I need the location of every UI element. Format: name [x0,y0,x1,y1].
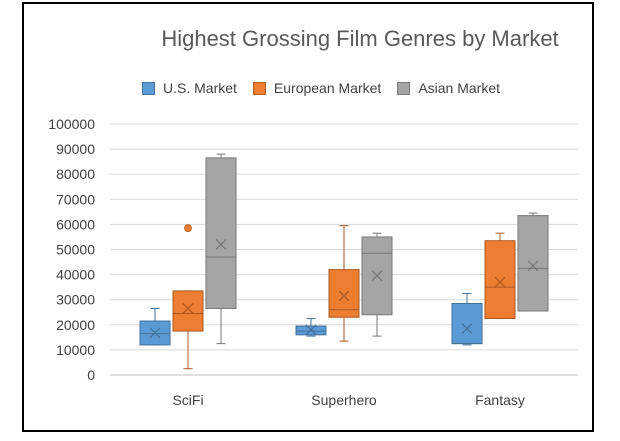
legend-swatch-us [142,81,155,95]
mean-marker [527,260,539,272]
y-tick-label: 70000 [56,191,95,207]
y-tick-label: 90000 [56,141,95,157]
y-tick-label: 50000 [56,242,95,258]
mean-marker [371,270,383,282]
legend-label-us: U.S. Market [163,80,237,96]
legend-label-european: European Market [273,80,382,96]
y-tick-label: 30000 [56,292,95,308]
outlier-point [184,224,192,233]
y-tick-label: 80000 [56,166,95,182]
y-tick-label: 10000 [56,342,95,358]
legend-item-us: U.S. Market [142,80,237,96]
x-tick-label: Superhero [311,392,377,408]
y-tick-label: 20000 [56,317,95,333]
y-tick-label: 0 [87,367,95,383]
mean-marker [338,290,350,302]
legend-item-asian: Asian Market [397,80,500,96]
mean-marker [494,276,506,288]
mean-marker [305,324,317,336]
legend-item-european: European Market [252,80,382,96]
x-tick-label: SciFi [172,392,203,408]
mean-marker [182,303,194,314]
mean-marker [149,327,161,339]
y-tick-label: 40000 [56,267,95,283]
y-tick-label: 100000 [48,116,95,132]
chart-title: Highest Grossing Film Genres by Market [161,26,559,51]
box [205,157,237,309]
x-tick-label: Fantasy [475,392,525,408]
y-tick-label: 60000 [56,216,95,232]
box [484,240,516,320]
chart-legend: U.S. Market European Market Asian Market [142,80,516,96]
legend-swatch-asian [397,81,411,95]
chart-frame: Highest Grossing Film Genres by Market U… [22,2,594,432]
mean-marker [215,239,227,250]
box [517,215,549,312]
box [451,302,483,345]
legend-label-asian: Asian Market [418,80,501,96]
mean-marker [461,323,473,334]
box [172,290,204,332]
legend-swatch-european [252,81,266,95]
